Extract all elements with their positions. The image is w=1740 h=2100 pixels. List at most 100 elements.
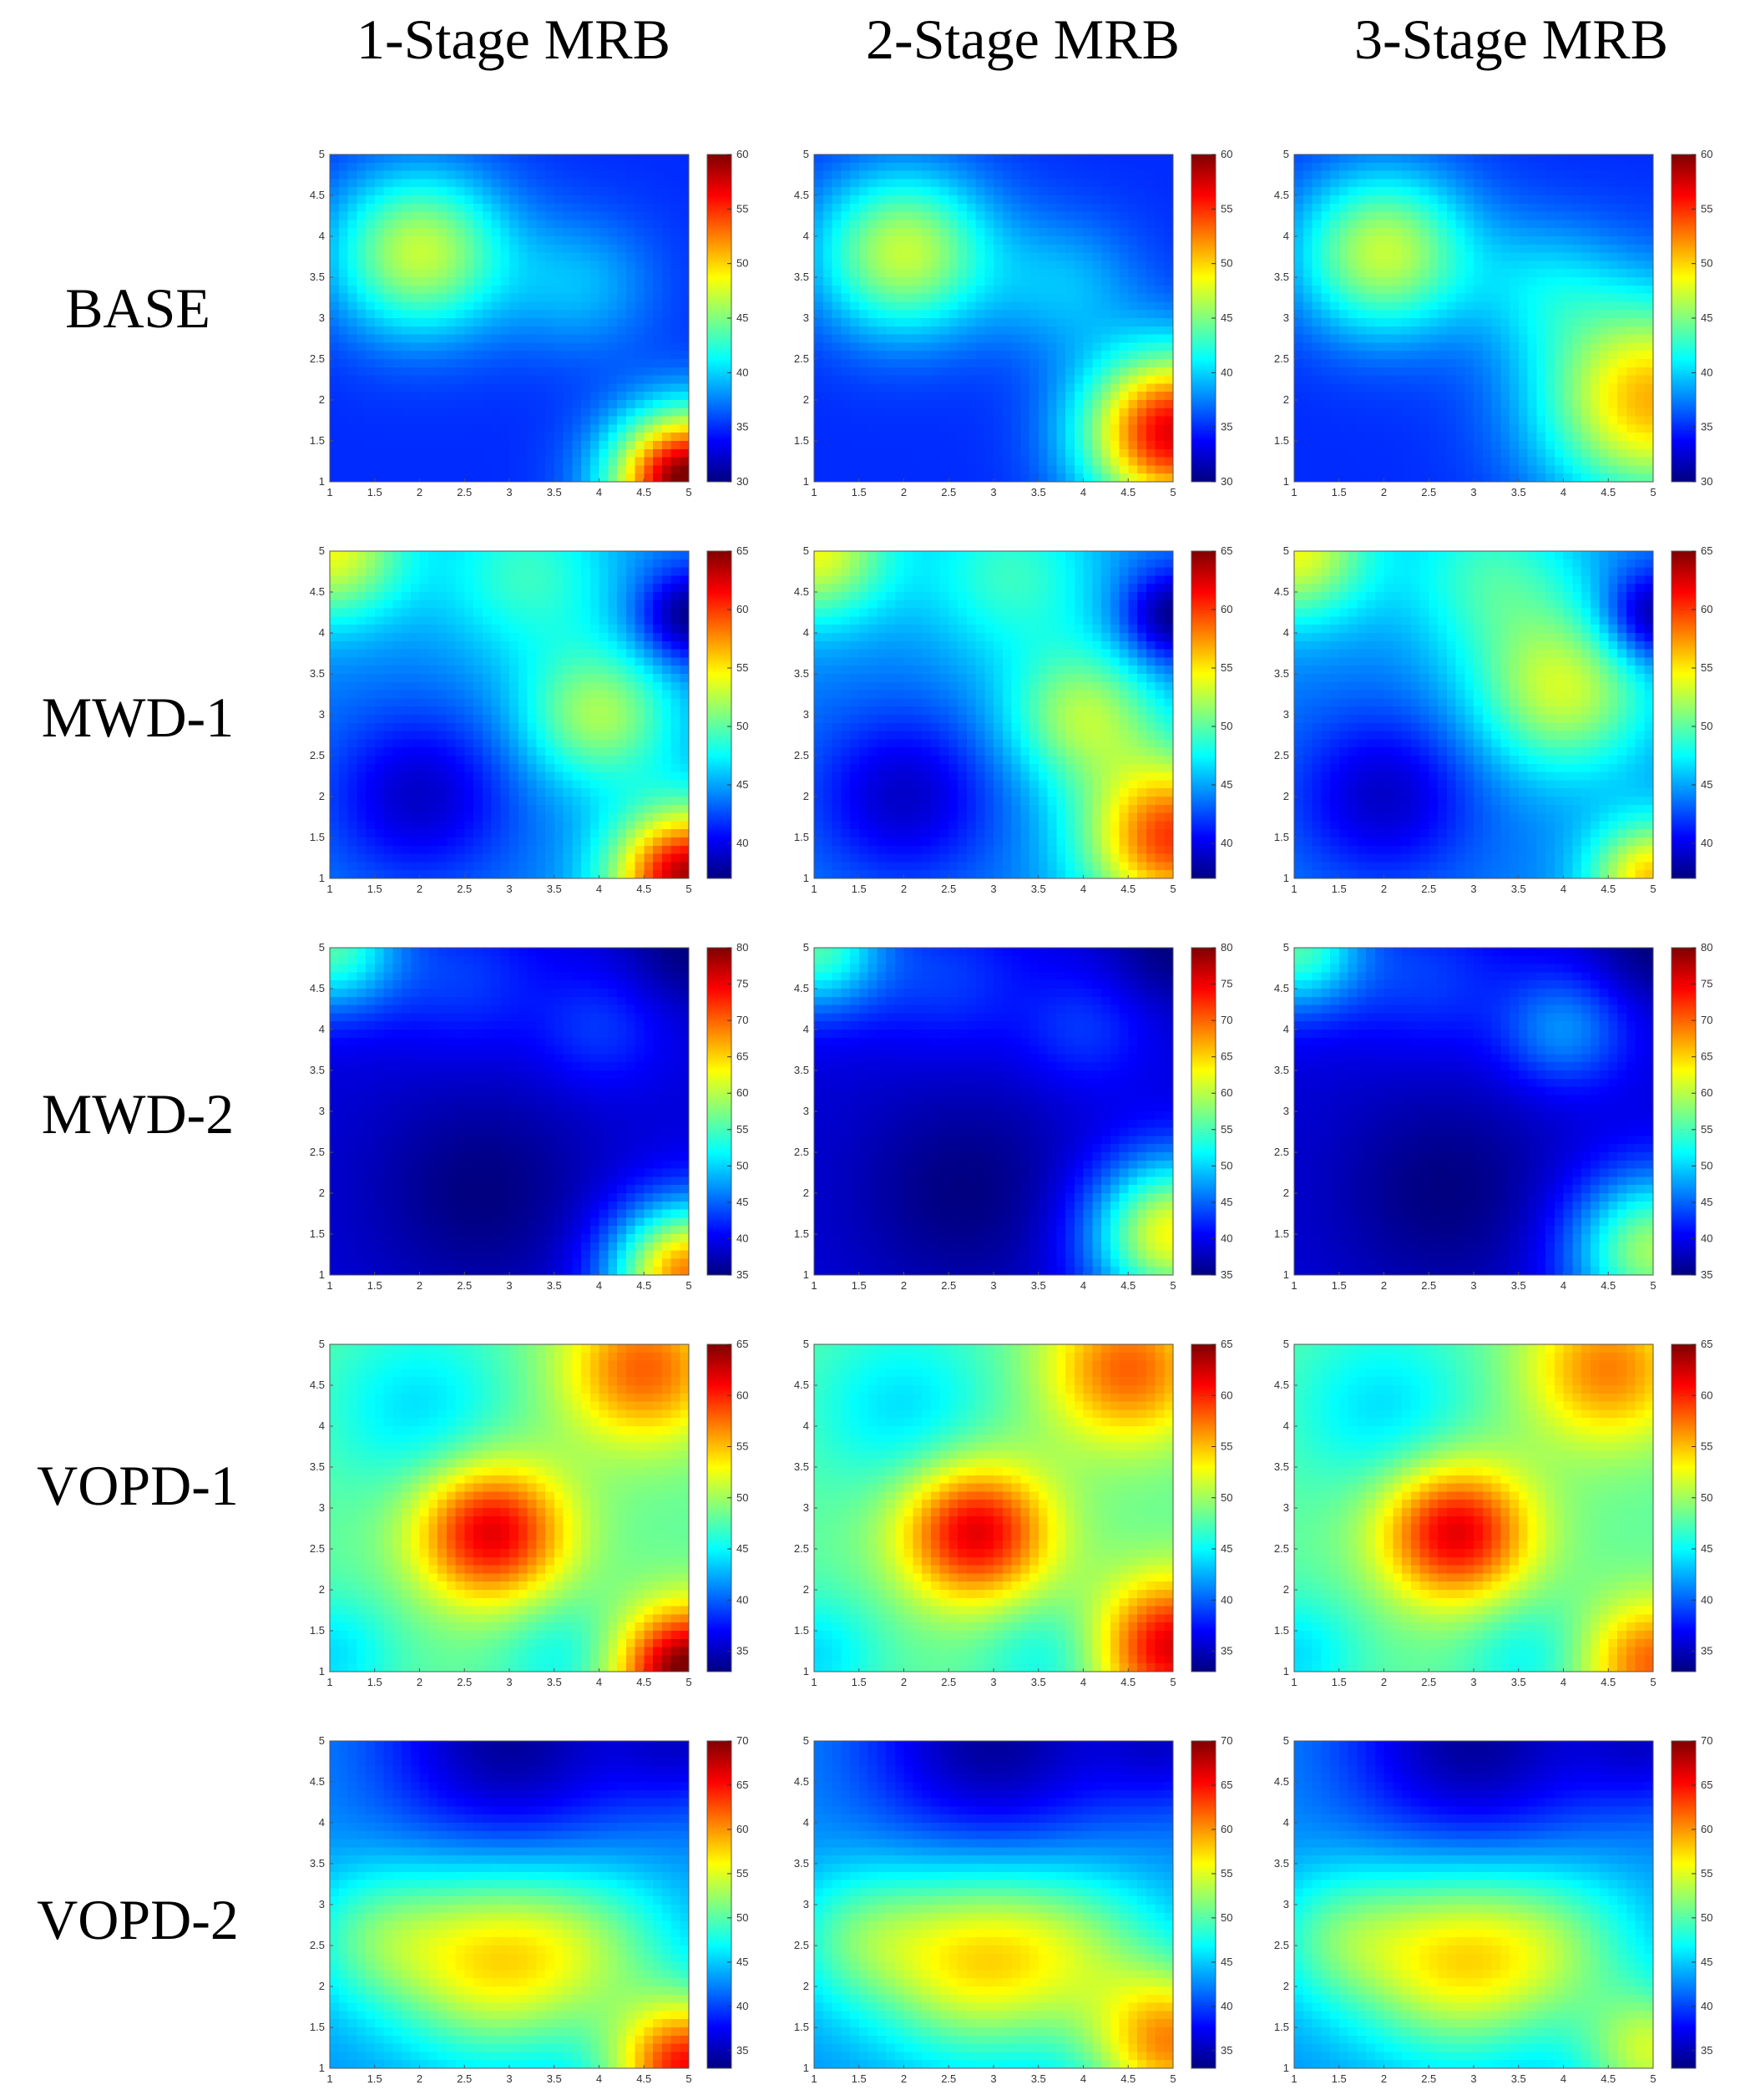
heatmap-cell xyxy=(958,318,967,326)
heatmap-cell xyxy=(483,424,492,433)
heatmap-cell xyxy=(509,376,518,384)
heatmap-cell xyxy=(877,163,886,171)
heatmap-cell xyxy=(1474,458,1483,466)
heatmap-cell xyxy=(1137,286,1146,294)
heatmap-cell xyxy=(545,408,554,417)
heatmap-cell xyxy=(528,310,537,318)
heatmap-cell xyxy=(1608,261,1617,269)
heatmap-cell xyxy=(1474,400,1483,408)
heatmap-cell xyxy=(1474,408,1483,417)
heatmap-cell xyxy=(832,335,842,343)
heatmap-cell xyxy=(402,433,411,441)
heatmap-cell xyxy=(1564,400,1573,408)
heatmap-cell xyxy=(1545,326,1555,335)
heatmap-cell xyxy=(428,220,438,228)
heatmap-cell xyxy=(626,367,635,376)
heatmap-cell xyxy=(581,163,590,171)
heatmap-cell xyxy=(492,424,501,433)
heatmap-cell xyxy=(518,294,528,302)
heatmap-cell xyxy=(850,195,859,204)
heatmap-cell xyxy=(545,359,554,367)
heatmap-cell xyxy=(1110,458,1120,466)
heatmap-cell xyxy=(420,294,429,302)
heatmap-cell xyxy=(617,392,626,400)
heatmap-cell xyxy=(958,342,967,351)
heatmap-cell xyxy=(366,187,375,195)
heatmap-cell xyxy=(1429,269,1438,277)
heatmap-cell xyxy=(1429,318,1438,326)
heatmap-cell xyxy=(1164,294,1173,302)
heatmap-cell xyxy=(1348,171,1358,180)
heatmap-cell xyxy=(348,318,357,326)
heatmap-cell xyxy=(1056,220,1065,228)
heatmap-cell xyxy=(392,376,402,384)
heatmap-cell xyxy=(1402,335,1411,343)
heatmap-cell xyxy=(913,359,922,367)
heatmap-cell xyxy=(1626,417,1636,425)
heatmap-cell xyxy=(823,163,832,171)
heatmap-cell xyxy=(1120,383,1129,392)
heatmap-cell xyxy=(492,171,501,180)
heatmap-cell xyxy=(420,179,429,187)
heatmap-cell xyxy=(1294,458,1303,466)
heatmap-cell xyxy=(1048,154,1057,163)
heatmap-cell xyxy=(1092,318,1101,326)
heatmap-cell xyxy=(931,187,940,195)
heatmap-cell xyxy=(1447,187,1456,195)
heatmap-cell xyxy=(850,359,859,367)
heatmap-cell xyxy=(536,294,545,302)
heatmap-cell xyxy=(967,204,976,212)
heatmap-cell xyxy=(1483,465,1492,473)
heatmap-cell xyxy=(536,359,545,367)
heatmap-cell xyxy=(581,342,590,351)
heatmap-cell xyxy=(931,441,940,449)
heatmap-cell xyxy=(536,245,545,253)
heatmap-cell xyxy=(357,417,366,425)
heatmap-cell xyxy=(994,424,1003,433)
heatmap-cell xyxy=(1012,269,1021,277)
heatmap-cell xyxy=(473,171,483,180)
heatmap-cell xyxy=(913,171,922,180)
heatmap-cell xyxy=(447,187,456,195)
heatmap-cell xyxy=(1137,318,1146,326)
heatmap-cell xyxy=(922,154,931,163)
heatmap-cell xyxy=(1519,301,1528,310)
heatmap-cell xyxy=(1146,392,1156,400)
heatmap-cell xyxy=(617,449,626,458)
heatmap-cell xyxy=(411,269,420,277)
heatmap-cell xyxy=(1348,376,1358,384)
heatmap-cell xyxy=(1339,154,1348,163)
heatmap-cell xyxy=(348,449,357,458)
heatmap-cell xyxy=(509,326,518,335)
heatmap-cell xyxy=(1375,351,1384,359)
heatmap-cell xyxy=(1555,220,1564,228)
heatmap-cell xyxy=(1003,253,1012,261)
heatmap-cell xyxy=(1644,301,1653,310)
heatmap-cell xyxy=(366,253,375,261)
heatmap-cell xyxy=(680,154,689,163)
heatmap-cell xyxy=(1581,220,1591,228)
heatmap-cell xyxy=(545,277,554,286)
heatmap-cell xyxy=(895,433,904,441)
heatmap-cell xyxy=(1003,376,1012,384)
heatmap-cell xyxy=(940,392,949,400)
heatmap-cell xyxy=(1120,310,1129,318)
heatmap-cell xyxy=(528,326,537,335)
heatmap-cell xyxy=(922,465,931,473)
heatmap-cell xyxy=(994,261,1003,269)
heatmap-cell xyxy=(868,433,878,441)
heatmap-cell xyxy=(375,433,384,441)
heatmap-cell xyxy=(357,424,366,433)
heatmap-cell xyxy=(339,318,348,326)
heatmap-cell xyxy=(1492,236,1501,245)
heatmap-cell xyxy=(626,392,635,400)
heatmap-cell xyxy=(456,286,465,294)
heatmap-cell xyxy=(1626,400,1636,408)
heatmap-cell xyxy=(1519,433,1528,441)
heatmap-cell xyxy=(402,318,411,326)
heatmap-cell xyxy=(1519,277,1528,286)
heatmap-cell xyxy=(1048,310,1057,318)
heatmap-cell xyxy=(599,212,609,220)
heatmap-cell xyxy=(823,301,832,310)
heatmap-cell xyxy=(1294,417,1303,425)
